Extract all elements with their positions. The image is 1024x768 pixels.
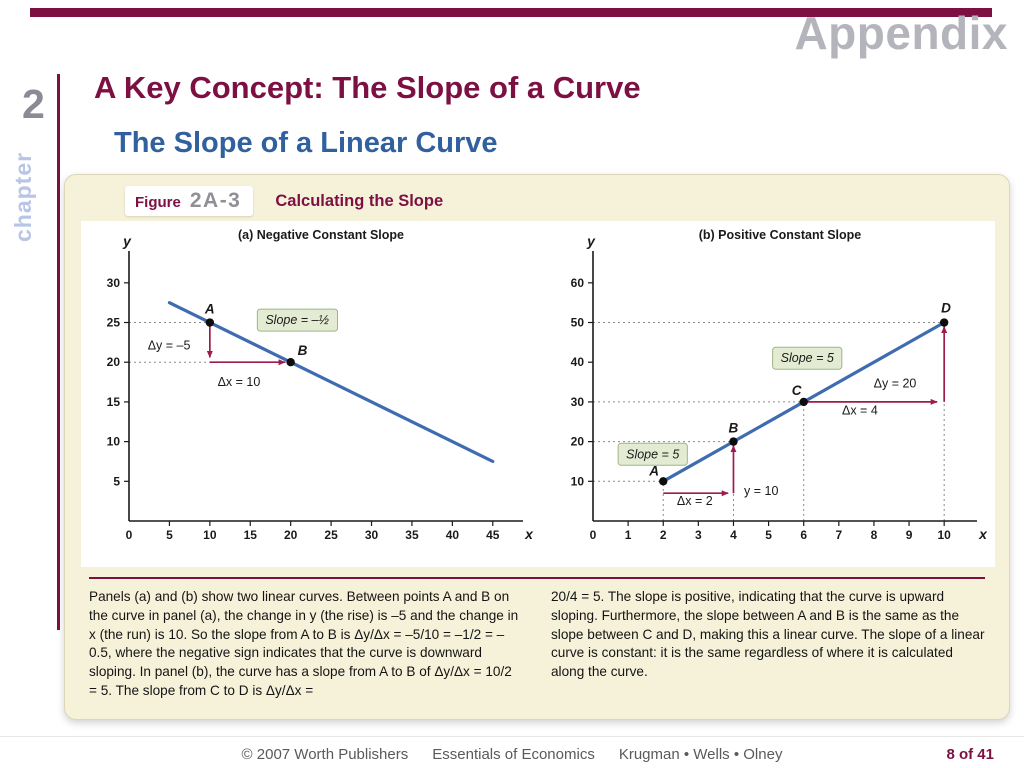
caption-right-column: 20/4 = 5. The slope is positive, indicat… [551,589,985,679]
point-label: A [204,302,215,317]
figure-title: Calculating the Slope [275,191,444,210]
figure-panel: Figure 2A-3 Calculating the Slope (a) Ne… [64,174,1010,720]
y-tick-label: 10 [107,435,121,449]
x-tick-label: 7 [835,528,842,542]
y-tick-label: 10 [571,474,585,488]
footer-credit: © 2007 Worth Publishers Essentials of Eco… [0,746,1024,763]
panel-title: (b) Positive Constant Slope [699,228,862,242]
x-tick-label: 9 [906,528,913,542]
x-tick-label: 10 [937,528,951,542]
slide-title: A Key Concept: The Slope of a Curve [94,70,641,105]
y-tick-label: 20 [571,435,585,449]
x-tick-label: 10 [203,528,217,542]
x-tick-label: 6 [800,528,807,542]
y-tick-label: 25 [107,316,121,330]
y-tick-label: 30 [107,276,121,290]
x-tick-label: 25 [324,528,338,542]
figure-number: 2A-3 [189,189,242,212]
x-tick-label: 15 [244,528,258,542]
y-tick-label: 15 [107,395,121,409]
x-tick-label: 20 [284,528,298,542]
page-indicator: 8 of 41 [946,746,994,763]
figure-label-pill: Figure 2A-3 [125,186,254,216]
data-point [286,358,295,367]
y-tick-label: 20 [107,355,121,369]
y-axis-label: y [586,233,596,249]
slope-badge [772,346,843,370]
footer-book-title: Essentials of Economics [432,746,595,763]
x-tick-label: 30 [365,528,379,542]
y-tick-label: 60 [571,276,585,290]
charts-band: (a) Negative Constant Slope 5 10 15 20 25 30 0 5… [81,221,995,567]
chapter-number: 2 [22,81,45,127]
x-tick-label: 1 [625,528,632,542]
data-point [799,397,808,407]
y-tick-label: 50 [571,316,585,330]
x-tick-label: 3 [695,528,702,542]
point-label: B [728,421,738,436]
y-tick-label: 40 [571,355,585,369]
slide-subtitle: The Slope of a Linear Curve [114,127,498,159]
slope-badge [617,442,688,466]
x-tick-label: 0 [590,528,597,542]
x-tick-label: 45 [486,528,500,542]
delta-label: Δy = –5 [148,339,191,353]
appendix-watermark: Appendix [794,7,1008,59]
x-axis-label: x [524,526,534,542]
top-accent-bar [30,8,992,17]
x-tick-label: 8 [871,528,878,542]
point-label: C [792,383,802,398]
data-point [729,437,738,446]
x-tick-label: 4 [730,528,737,542]
chart-positive-slope: (b) Positive Constant Slope 10 20 30 40 50 60 0… [571,228,988,542]
left-accent-rule [57,74,60,630]
point-label: D [941,301,951,316]
delta-label: Δx = 10 [218,375,261,389]
footer-copyright: © 2007 Worth Publishers [241,746,409,763]
chapter-word-vertical: chapter [10,151,36,242]
figure-header: Figure 2A-3 Calculating the Slope [125,186,443,216]
x-tick-label: 40 [446,528,460,542]
x-tick-label: 5 [765,528,772,542]
chart-negative-slope: (a) Negative Constant Slope 5 10 15 20 25 30 0 5… [107,228,534,542]
delta-label: y = 10 [744,484,778,498]
y-axis-label: y [122,233,132,249]
point-label: B [298,343,308,358]
point-label: A [648,463,659,478]
data-point [205,318,215,327]
x-tick-label: 2 [660,528,667,542]
figure-word: Figure [135,194,181,211]
x-tick-label: 5 [166,528,173,542]
slope-badge-label: Slope = 5 [626,447,679,461]
slope-badge [256,308,339,332]
panel-title: (a) Negative Constant Slope [238,228,404,242]
delta-label: Δy = 20 [874,377,917,391]
caption-left-column: Panels (a) and (b) show two linear curve… [89,589,519,698]
slide-footer: © 2007 Worth Publishers Essentials of Eco… [0,736,1024,768]
footer-authors: Krugman • Wells • Olney [618,746,783,763]
x-tick-label: 35 [405,528,419,542]
caption-divider [89,577,985,579]
delta-label: Δx = 2 [677,494,713,508]
x-axis-label: x [978,526,988,542]
y-tick-label: 30 [571,395,585,409]
y-tick-label: 5 [113,474,120,488]
slope-badge-label: Slope = –½ [265,313,329,327]
x-tick-label: 0 [126,528,133,542]
curve-line [167,301,495,464]
data-point [659,477,668,486]
data-point [939,318,949,327]
figure-caption: Panels (a) and (b) show two linear curve… [89,588,985,701]
delta-label: Δx = 4 [842,404,878,418]
slope-badge-label: Slope = 5 [781,351,834,365]
